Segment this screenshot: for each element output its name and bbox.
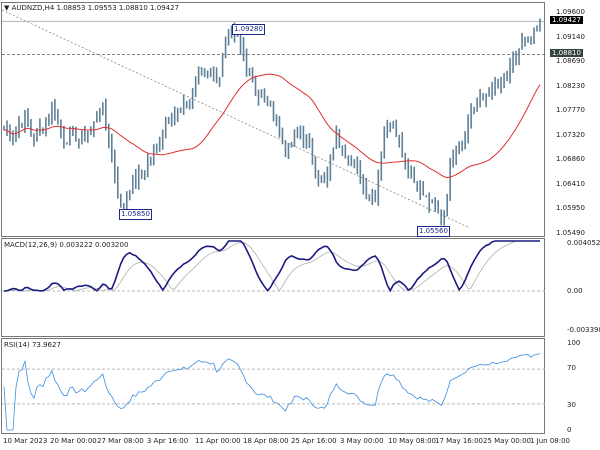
price-axis-label: 1.08690: [556, 57, 585, 66]
time-axis-label: 10 May 08:00: [388, 437, 437, 445]
time-axis-label: 20 Mar 00:00: [50, 437, 97, 445]
price-axis-label: 1.09600: [556, 8, 585, 16]
rsi-panel[interactable]: [1, 338, 545, 434]
rsi-line: [3, 353, 541, 431]
time-axis-label: 1 Jun 08:00: [530, 437, 571, 445]
low-annotation-2[interactable]: 1.05560: [417, 226, 450, 237]
macd-axis-zero: 0.00: [567, 287, 583, 295]
price-axis-label: 1.08230: [556, 81, 585, 90]
time-axis-label: 25 Apr 16:00: [291, 437, 337, 445]
dropdown-triangle-icon[interactable]: ▼: [4, 4, 10, 12]
time-axis-label: 3 May 00:00: [340, 437, 384, 445]
time-axis-label: 10 Mar 2023: [3, 437, 48, 445]
low-annotation-1[interactable]: 1.05850: [119, 209, 152, 220]
macd-label: MACD(12,26,9) 0.003222 0.003200: [4, 241, 129, 249]
bid-price-tag: 1.08810: [550, 49, 583, 57]
rsi-axis-100: 100: [567, 339, 581, 347]
time-axis-label: 27 Mar 08:00: [97, 437, 144, 445]
rsi-axis-30: 30: [567, 401, 576, 409]
time-axis-label: 11 Apr 00:00: [195, 437, 241, 445]
rsi-axis-0: 0: [567, 426, 572, 434]
trend-line: [1, 9, 471, 229]
time-axis-label: 18 Apr 08:00: [243, 437, 289, 445]
symbol-label: AUDNZD,H4: [11, 4, 55, 12]
current-price-tag: 1.09427: [550, 16, 583, 24]
time-axis-label: 3 Apr 16:00: [147, 437, 189, 445]
macd-line: [3, 240, 540, 293]
price-axis-label: 1.06860: [556, 155, 585, 164]
macd-axis-min: -0.003398: [567, 326, 600, 334]
symbol-header: ▼ AUDNZD,H4 1.08853 1.09553 1.08810 1.09…: [4, 4, 179, 12]
price-axis-label: 1.06410: [556, 179, 585, 188]
high-annotation[interactable]: 1.09280: [232, 24, 265, 35]
rsi-label: RSI(14) 73.9627: [4, 341, 61, 349]
rsi-axis-70: 70: [567, 364, 576, 372]
price-axis-label: 1.05490: [556, 229, 585, 237]
moving-average-line: [3, 73, 541, 179]
price-axis-label: 1.05950: [556, 204, 585, 213]
time-axis-label: 17 May 16:00: [435, 437, 484, 445]
ohlc-values: 1.08853 1.09553 1.08810 1.09427: [56, 4, 179, 12]
price-axis-label: 1.07320: [556, 130, 585, 139]
price-axis-label: 1.07770: [556, 106, 585, 115]
price-axis-label: 1.09140: [556, 32, 585, 41]
macd-axis-max: 0.004052: [567, 239, 600, 247]
time-axis-label: 25 May 00:00: [483, 437, 532, 445]
